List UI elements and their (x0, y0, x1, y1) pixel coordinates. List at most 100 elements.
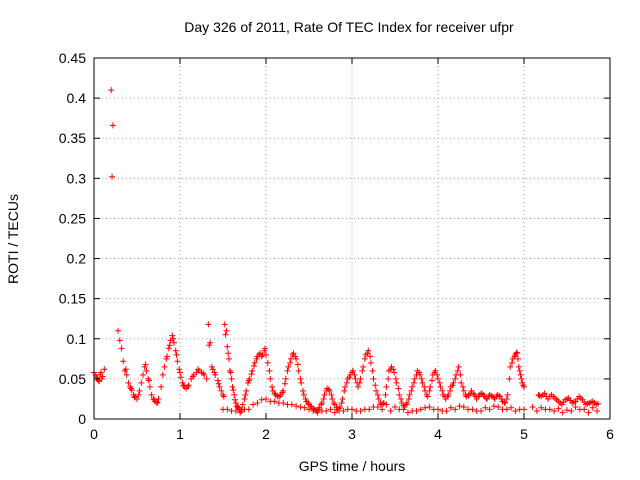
y-tick-label: 0.15 (59, 291, 86, 307)
data-point (325, 386, 332, 393)
y-tick-label: 0.25 (59, 210, 86, 226)
data-point (203, 375, 210, 382)
data-point (398, 395, 405, 402)
data-point (403, 401, 410, 408)
data-point (594, 407, 601, 414)
data-point (269, 383, 276, 390)
data-point (140, 371, 147, 378)
data-point (249, 367, 256, 374)
data-point (508, 359, 515, 366)
data-point (353, 407, 360, 414)
data-point (305, 399, 312, 406)
data-point (120, 358, 127, 365)
data-point (418, 375, 425, 382)
data-point (224, 406, 231, 413)
gridlines (94, 58, 610, 419)
data-point (564, 395, 570, 402)
data-point (520, 382, 527, 389)
data-point (392, 403, 398, 410)
data-point (501, 399, 508, 406)
data-point (341, 387, 348, 394)
data-point (346, 374, 353, 381)
data-point (170, 335, 177, 342)
y-tick-label: 0.1 (67, 331, 87, 347)
data-point (251, 359, 258, 366)
data-point (331, 409, 338, 416)
data-point (284, 367, 291, 374)
y-axis-label: ROTI / TECUs (5, 194, 21, 284)
data-point (232, 396, 239, 403)
data-point (507, 363, 514, 370)
data-point (242, 391, 249, 398)
data-point (486, 406, 493, 413)
data-point (172, 347, 179, 354)
data-point (298, 379, 305, 386)
data-point (227, 369, 234, 376)
data-point (369, 367, 376, 374)
data-point (421, 383, 428, 390)
data-point (287, 355, 294, 362)
data-point (504, 391, 511, 398)
data-point (591, 399, 598, 406)
y-tick-label: 0 (78, 411, 86, 427)
data-point (529, 403, 536, 410)
data-point (512, 407, 519, 414)
y-tick-marks (94, 57, 610, 420)
data-point (161, 363, 168, 370)
data-point (301, 404, 308, 411)
data-point (459, 383, 466, 390)
plot-points (91, 87, 601, 416)
data-point (408, 387, 415, 394)
data-point (176, 366, 183, 373)
data-point (285, 363, 292, 370)
data-point (393, 379, 400, 386)
data-point (496, 392, 503, 399)
data-point (118, 345, 125, 352)
data-point (216, 383, 223, 390)
data-point (254, 399, 261, 406)
data-point (452, 406, 459, 413)
data-point (460, 403, 467, 410)
data-point (292, 353, 299, 360)
data-point (214, 377, 221, 384)
data-point (224, 343, 231, 350)
data-point (372, 382, 379, 389)
data-point (508, 404, 515, 411)
data-point (428, 377, 435, 384)
data-point (123, 371, 130, 378)
data-point (410, 379, 417, 386)
data-point (165, 345, 172, 352)
data-point (570, 399, 577, 406)
data-point (189, 373, 196, 380)
data-point (434, 371, 441, 378)
data-point (457, 371, 464, 378)
data-point (297, 375, 304, 382)
data-point (516, 367, 523, 374)
data-point (473, 407, 480, 414)
data-point (321, 391, 328, 398)
data-point (456, 403, 463, 410)
data-point (287, 359, 294, 366)
data-point (177, 369, 183, 376)
data-point (148, 391, 155, 398)
data-point (383, 401, 390, 408)
data-point (370, 375, 377, 382)
data-point (264, 359, 271, 366)
data-point (253, 355, 260, 362)
data-point (572, 403, 579, 410)
data-point (222, 331, 229, 338)
data-point (282, 375, 289, 382)
data-point (154, 399, 161, 406)
data-point (169, 332, 176, 339)
data-point (250, 401, 257, 408)
data-point (200, 370, 207, 377)
data-point (245, 377, 252, 384)
x-tick-label: 4 (434, 426, 442, 442)
data-point (122, 366, 129, 373)
data-point (223, 327, 230, 334)
data-point (439, 387, 446, 394)
data-point (581, 399, 588, 406)
data-point (513, 350, 520, 357)
data-point (159, 371, 166, 378)
data-point (310, 407, 317, 414)
